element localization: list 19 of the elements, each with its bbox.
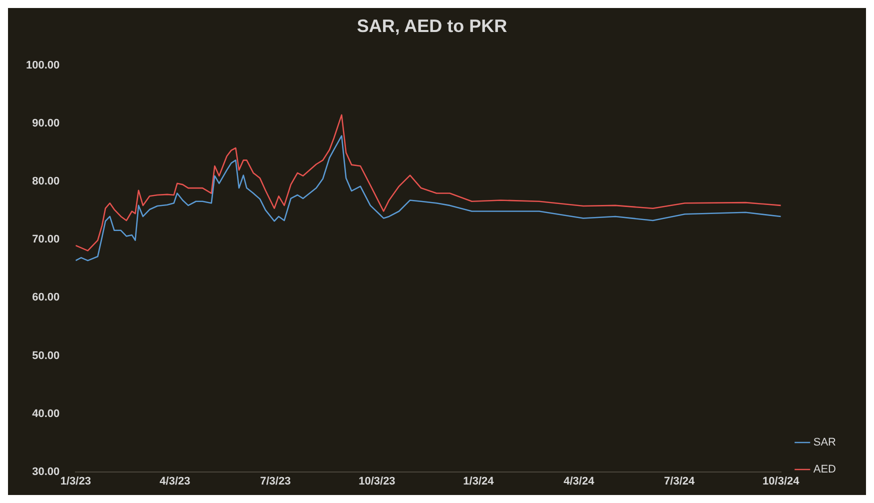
x-tick-label: 4/3/23 xyxy=(160,475,190,488)
legend-label: AED xyxy=(813,464,836,476)
y-tick-label: 40.00 xyxy=(32,408,60,420)
y-tick-label: 80.00 xyxy=(32,176,60,188)
x-tick-label: 1/3/24 xyxy=(463,475,495,488)
y-tick-label: 50.00 xyxy=(32,350,60,362)
chart-title: SAR, AED to PKR xyxy=(356,16,508,36)
y-tick-label: 100.00 xyxy=(26,60,60,72)
y-tick-label: 60.00 xyxy=(32,292,60,304)
x-tick-label: 1/3/23 xyxy=(60,475,91,488)
y-tick-label: 70.00 xyxy=(32,234,60,246)
x-tick-label: 7/3/23 xyxy=(260,475,291,488)
legend-label: SAR xyxy=(813,436,836,449)
x-tick-label: 10/3/23 xyxy=(358,475,396,488)
x-tick-label: 7/3/24 xyxy=(664,475,696,488)
y-tick-label: 90.00 xyxy=(32,118,60,130)
x-tick-label: 10/3/24 xyxy=(762,475,800,488)
y-tick-label: 30.00 xyxy=(32,466,60,478)
x-tick-label: 4/3/24 xyxy=(564,475,596,488)
